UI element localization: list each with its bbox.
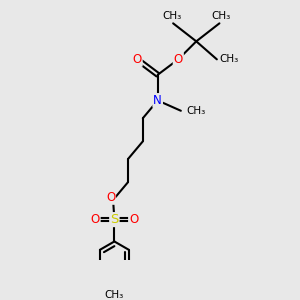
- Text: CH₃: CH₃: [186, 106, 205, 116]
- Text: CH₃: CH₃: [105, 290, 124, 300]
- Text: CH₃: CH₃: [219, 54, 239, 64]
- Text: S: S: [110, 213, 118, 226]
- Text: CH₃: CH₃: [211, 11, 230, 21]
- Text: N: N: [153, 94, 162, 107]
- Text: O: O: [133, 53, 142, 66]
- Text: CH₃: CH₃: [162, 11, 182, 21]
- Text: O: O: [106, 191, 115, 204]
- Text: O: O: [129, 213, 138, 226]
- Text: O: O: [91, 213, 100, 226]
- Text: O: O: [174, 53, 183, 66]
